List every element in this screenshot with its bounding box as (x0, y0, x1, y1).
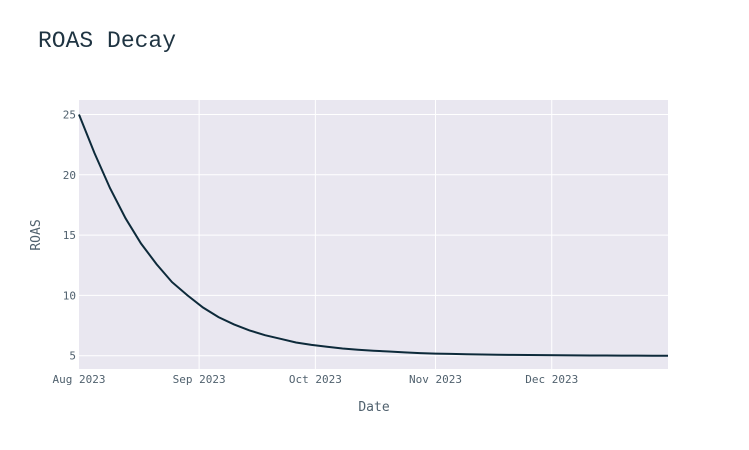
y-tick-label: 15 (63, 229, 76, 242)
y-tick-label: 10 (63, 289, 76, 302)
y-tick-label: 5 (69, 350, 76, 363)
grid-layer (79, 100, 668, 369)
x-tick-label: Oct 2023 (289, 373, 342, 386)
y-tick-label: 20 (63, 169, 76, 182)
x-tick-label: Dec 2023 (525, 373, 578, 386)
x-tick-label: Aug 2023 (53, 373, 106, 386)
series-line (78, 114, 668, 357)
chart-title: ROAS Decay (38, 28, 177, 54)
x-axis-title: Date (358, 400, 389, 415)
y-tick-label: 25 (63, 108, 76, 121)
x-axis-ticks: Aug 2023 Sep 2023 Oct 2023 Nov 2023 Dec 2023 (53, 373, 579, 386)
y-axis-title: ROAS (29, 219, 44, 250)
plot-background (79, 100, 668, 369)
x-tick-label: Sep 2023 (173, 373, 226, 386)
x-tick-label: Nov 2023 (409, 373, 462, 386)
y-axis-ticks: 5 10 15 20 25 (63, 108, 76, 362)
